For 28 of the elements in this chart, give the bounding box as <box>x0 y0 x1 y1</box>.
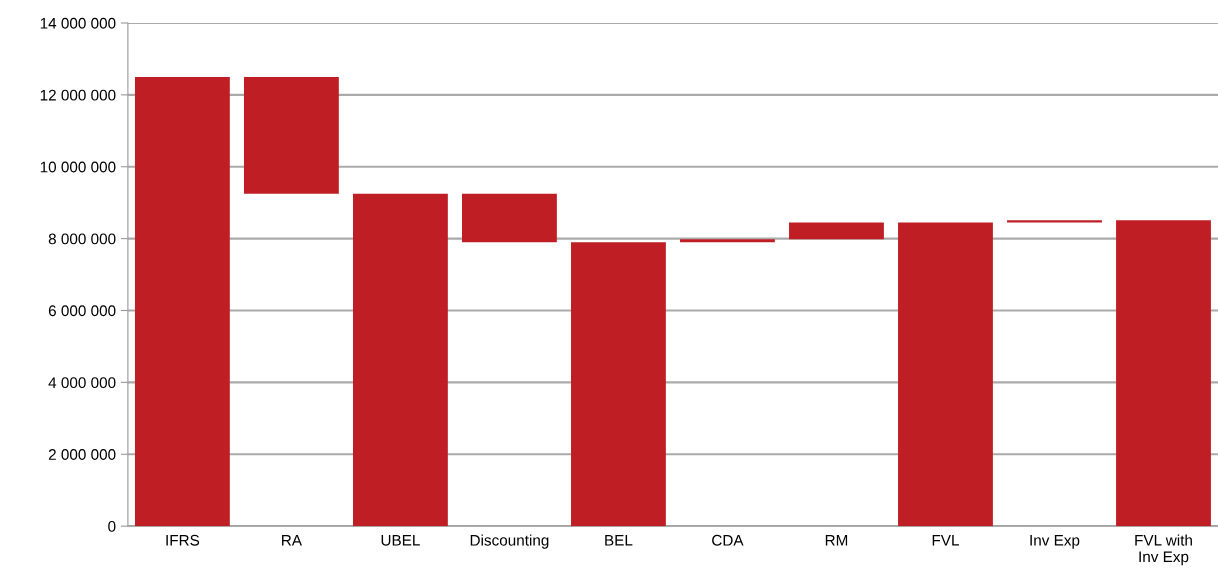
x-tick-label: RM <box>825 535 848 546</box>
bar <box>134 76 230 527</box>
x-tick-label: BEL <box>605 535 633 546</box>
bar <box>789 222 884 240</box>
x-tick-label: CDA <box>712 534 744 546</box>
x-tick-label: RA <box>282 535 302 546</box>
bar <box>243 76 339 194</box>
y-tick-label: 0 <box>108 520 116 532</box>
bar <box>353 193 448 527</box>
y-tick-label: 4 000 000 <box>48 377 116 389</box>
bar <box>571 242 666 527</box>
y-tick-label: 12 000 000 <box>40 89 116 101</box>
bar <box>462 193 557 243</box>
y-tick-label: 14 000 000 <box>40 17 116 29</box>
x-tick-label: Inv Exp <box>1030 535 1080 549</box>
y-tick-label: 2 000 000 <box>48 449 116 460</box>
bar <box>898 222 993 527</box>
y-tick-label: 6 000 000 <box>48 305 116 317</box>
x-tick-label: UBEL <box>381 535 420 546</box>
x-tick-label: Discounting <box>470 534 549 549</box>
bar <box>680 239 775 243</box>
x-tick-label: FVL with Inv Exp <box>1135 534 1192 566</box>
y-tick-label: 10 000 000 <box>40 161 116 173</box>
x-tick-label: FVL <box>932 535 959 546</box>
y-tick-label: 8 000 000 <box>48 233 116 245</box>
bar <box>1007 220 1102 223</box>
bar <box>1116 220 1211 527</box>
x-tick-label: IFRS <box>166 534 200 546</box>
